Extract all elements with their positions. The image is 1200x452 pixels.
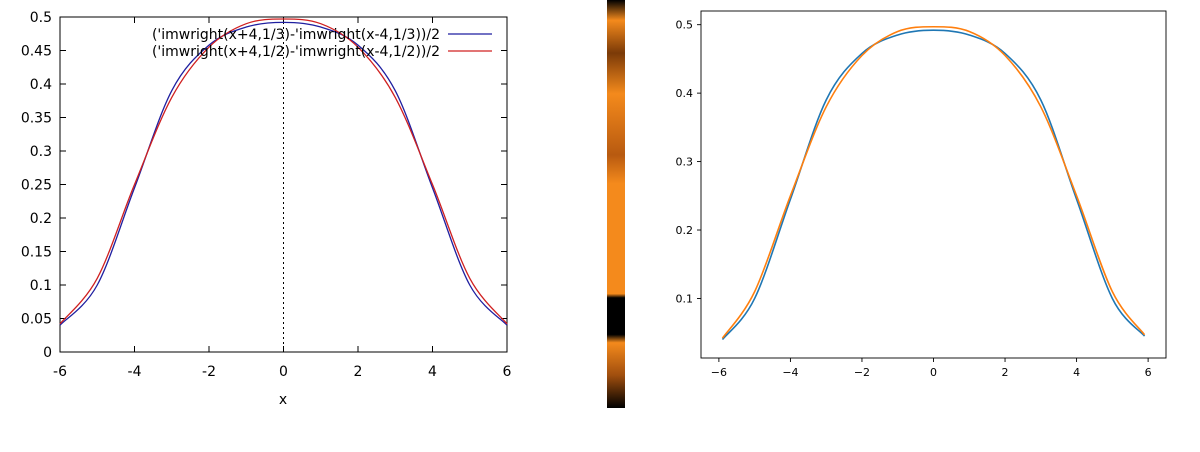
left-x-tick-label: 4 [428, 364, 437, 380]
left-y-tick-label: 0.05 [21, 312, 52, 328]
left-y-tick-label: 0.2 [30, 211, 52, 227]
right-x-tick-label: 0 [930, 366, 937, 379]
left-series-line-1 [59, 21, 508, 326]
right-series-line-1 [721, 29, 1146, 341]
left-y-tick-label: 0.1 [30, 278, 52, 294]
left-x-tick-label: -2 [202, 364, 216, 380]
decorative-divider-strip [607, 0, 625, 408]
right-x-tick-label: 4 [1073, 366, 1080, 379]
right-x-tick-label: −6 [711, 366, 727, 379]
right-x-tick-label: −2 [854, 366, 870, 379]
right-y-tick-label: 0.2 [676, 224, 694, 237]
right-x-tick-label: −4 [782, 366, 798, 379]
left-x-tick-label: -6 [53, 364, 67, 380]
left-y-tick-label: 0 [43, 345, 52, 361]
left-legend-label-1: ('imwright(x+4,1/3)-'imwright(x-4,1/3))/… [152, 27, 440, 43]
left-y-tick-label: 0.45 [21, 44, 52, 60]
right-x-tick-label: 6 [1145, 366, 1152, 379]
left-y-tick-label: 0.25 [21, 178, 52, 194]
right-plot-frame [700, 10, 1167, 359]
left-y-tick-label: 0.35 [21, 111, 52, 127]
left-series-group [59, 18, 508, 326]
left-y-tick-label: 0.4 [30, 77, 52, 93]
right-series-line-2 [721, 25, 1146, 339]
right-axes: −6 −4 −2 0 2 4 6 0.1 0.2 0.3 0.4 0.5 [676, 19, 1152, 379]
divider-strip [607, 0, 625, 408]
left-x-tick-label: 2 [354, 364, 363, 380]
left-y-tick-label: 0.5 [30, 10, 52, 26]
left-y-tick-label: 0.3 [30, 144, 52, 160]
left-x-tick-label: 0 [279, 364, 288, 380]
left-x-axis-label: x [279, 392, 287, 408]
right-chart: −6 −4 −2 0 2 4 6 0.1 0.2 0.3 0.4 0.5 [676, 10, 1167, 379]
left-y-tick-label: 0.15 [21, 245, 52, 261]
left-chart: -6 -4 -2 0 2 4 6 0 0.05 0.1 0.15 0.2 0.25 0.3 0.35 0.4 0… [21, 10, 512, 408]
left-x-tick-label: -4 [128, 364, 142, 380]
right-x-tick-label: 2 [1002, 366, 1009, 379]
left-legend-label-2: ('imwright(x+4,1/2)-'imwright(x-4,1/2))/… [152, 44, 440, 60]
left-series-line-2 [59, 18, 508, 325]
right-y-tick-label: 0.4 [676, 87, 694, 100]
left-legend: ('imwright(x+4,1/3)-'imwright(x-4,1/3))/… [152, 27, 492, 60]
right-series-group [721, 25, 1146, 341]
right-y-tick-label: 0.3 [676, 156, 694, 169]
left-x-tick-label: 6 [503, 364, 512, 380]
right-y-tick-label: 0.1 [676, 292, 694, 305]
right-y-tick-label: 0.5 [676, 19, 694, 32]
left-axes: -6 -4 -2 0 2 4 6 0 0.05 0.1 0.15 0.2 0.25 0.3 0.35 0.4 0… [21, 10, 512, 380]
